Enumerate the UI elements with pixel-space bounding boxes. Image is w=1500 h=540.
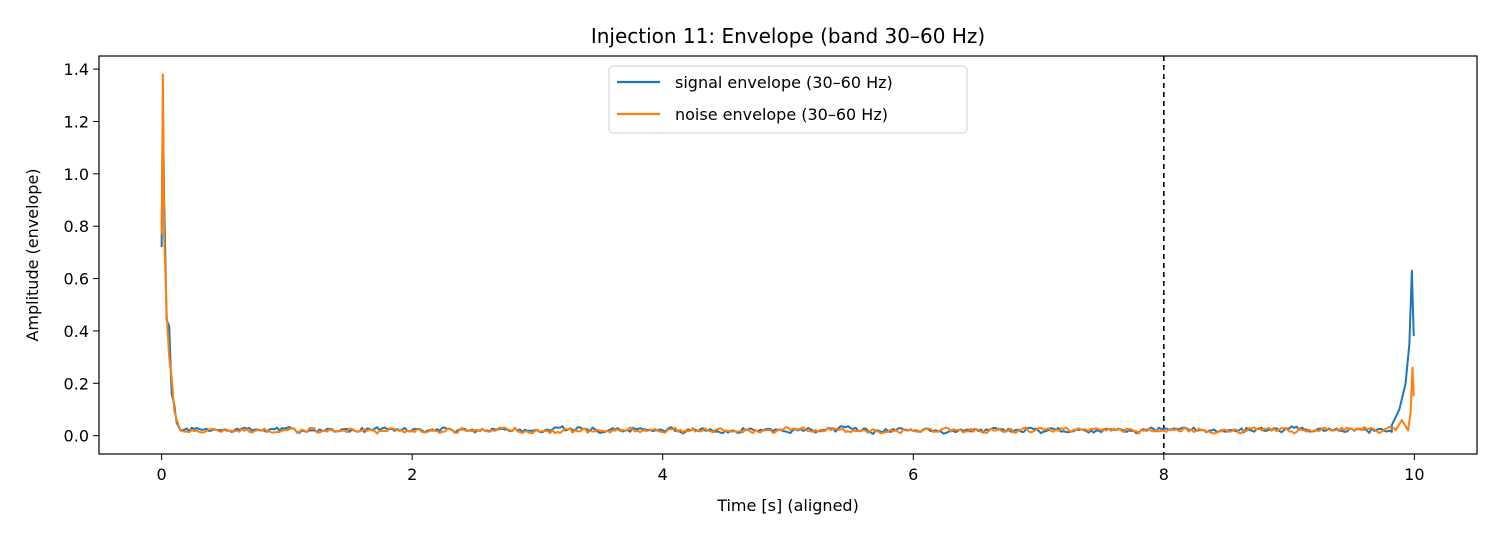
- y-tick-label: 0.2: [64, 374, 89, 393]
- legend-label-signal: signal envelope (30–60 Hz): [675, 73, 893, 92]
- x-tick-label: 2: [407, 465, 417, 484]
- x-axis: 0 2 4 6 8 10: [157, 454, 1425, 484]
- y-tick-label: 1.0: [64, 165, 89, 184]
- y-axis: 0.0 0.2 0.4 0.6 0.8 1.0 1.2 1.4: [64, 60, 99, 446]
- series-line-noise: [160, 73, 1415, 435]
- legend: signal envelope (30–60 Hz) noise envelop…: [608, 65, 968, 134]
- x-tick-label: 4: [658, 465, 668, 484]
- y-tick-label: 0.6: [64, 270, 89, 289]
- x-tick-label: 6: [908, 465, 918, 484]
- x-axis-label: Time [s] (aligned): [716, 496, 859, 515]
- chart-title: Injection 11: Envelope (band 30–60 Hz): [591, 24, 985, 48]
- y-tick-label: 0.8: [64, 217, 89, 236]
- y-tick-label: 1.2: [64, 112, 89, 131]
- legend-label-noise: noise envelope (30–60 Hz): [675, 105, 888, 124]
- y-tick-label: 0.0: [64, 427, 89, 446]
- y-tick-label: 0.4: [64, 322, 89, 341]
- axes-frame: [98, 55, 1478, 455]
- y-tick-label: 1.4: [64, 60, 89, 79]
- x-tick-label: 0: [157, 465, 167, 484]
- legend-box: [608, 65, 968, 134]
- x-tick-label: 8: [1159, 465, 1169, 484]
- x-tick-label: 10: [1404, 465, 1424, 484]
- y-axis-label: Amplitude (envelope): [23, 168, 42, 341]
- plot-area: [160, 56, 1415, 454]
